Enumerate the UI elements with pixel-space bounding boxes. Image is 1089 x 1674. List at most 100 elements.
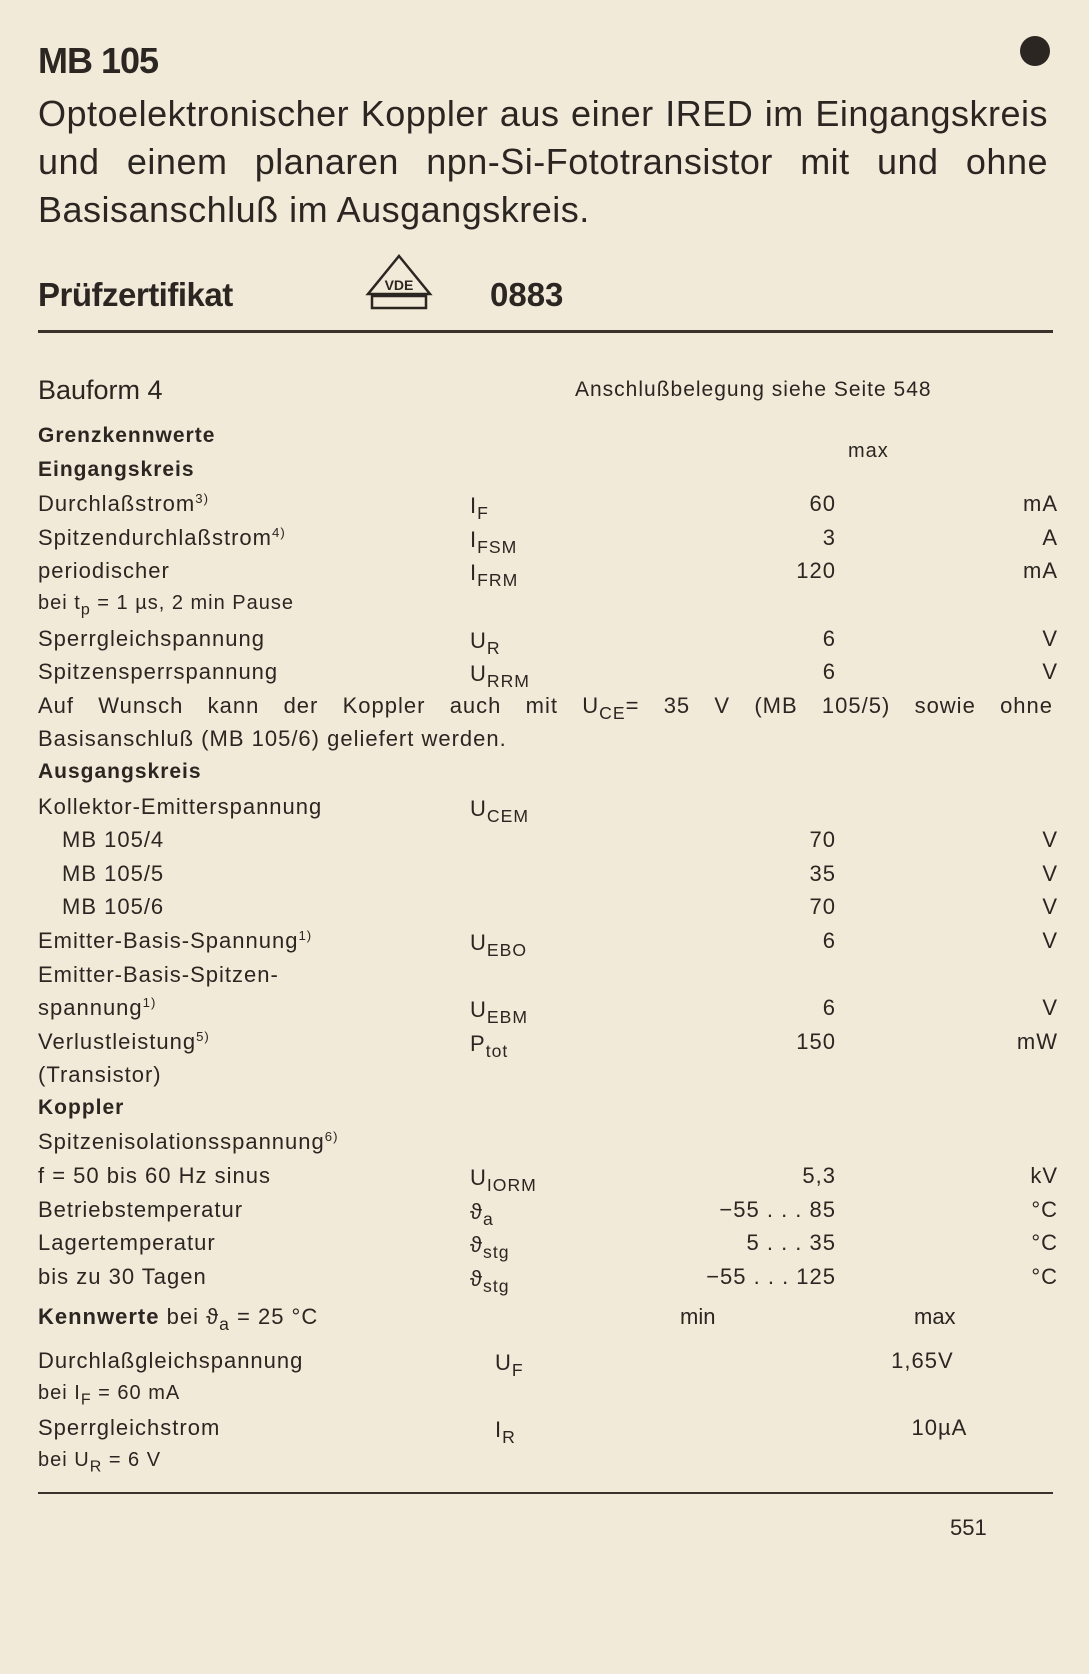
min-header: min bbox=[680, 1304, 716, 1329]
divider bbox=[38, 330, 1053, 333]
label-text: Durchlaßgleichspannung bbox=[38, 1348, 304, 1373]
value: 150 bbox=[796, 1028, 836, 1054]
label-subscript: F bbox=[80, 1391, 92, 1409]
row-label: bei UR = 6 V bbox=[38, 1449, 161, 1477]
label-text: bis zu 30 Tagen bbox=[38, 1263, 207, 1289]
symbol: IFRM bbox=[470, 560, 518, 591]
symbol: IFSM bbox=[470, 527, 517, 558]
symbol: UEBM bbox=[470, 997, 528, 1028]
value: 35 bbox=[809, 860, 836, 886]
symbol-subscript: EBO bbox=[486, 940, 528, 961]
table-row: Spitzenisolationsspannung6) bbox=[38, 1125, 1058, 1159]
label-subscript: p bbox=[80, 601, 91, 619]
row-label: spannung1) bbox=[38, 995, 156, 1021]
row-label: Lagertemperatur bbox=[38, 1230, 216, 1256]
row-label: Emitter-Basis-Spitzen- bbox=[38, 962, 279, 988]
max-header: max bbox=[914, 1304, 956, 1329]
label-text: MB 105/4 bbox=[62, 827, 165, 853]
symbol-subscript: IORM bbox=[486, 1175, 537, 1196]
label-text: bei U bbox=[38, 1448, 90, 1471]
footnote-ref: 5) bbox=[196, 1028, 210, 1044]
value: 5 . . . 35 bbox=[746, 1230, 836, 1256]
symbol-base: U bbox=[470, 661, 487, 687]
table-row: f = 50 bis 60 Hz sinus UIORM 5,3 kV bbox=[38, 1159, 1058, 1196]
table-row: Koppler bbox=[38, 1092, 1058, 1126]
symbol-base: U bbox=[470, 627, 487, 653]
label-text: Verlustleistung bbox=[38, 1028, 197, 1054]
row-label: Ausgangskreis bbox=[38, 760, 202, 784]
table-row: Betriebstemperatur ϑa −55 . . . 85 °C bbox=[38, 1193, 1058, 1230]
label-text: (Transistor) bbox=[38, 1062, 162, 1088]
symbol-base: I bbox=[470, 560, 478, 586]
description: Optoelektronischer Koppler aus einer IRE… bbox=[38, 93, 1048, 230]
label-text: Lagertemperatur bbox=[38, 1230, 216, 1256]
symbol-base: ϑ bbox=[470, 1265, 484, 1291]
row-label: Eingangskreis bbox=[38, 458, 195, 482]
value: 6 bbox=[822, 927, 836, 953]
table-row: Emitter-Basis-Spannung1) UEBO 6 V bbox=[38, 924, 1058, 961]
marker-dot-icon bbox=[1020, 36, 1050, 66]
vde-logo-text: VDE bbox=[385, 277, 414, 293]
row-label: MB 105/5 bbox=[62, 861, 164, 887]
label-text: Koppler bbox=[38, 1095, 125, 1119]
symbol: ϑa bbox=[470, 1199, 494, 1230]
symbol-base: U bbox=[470, 795, 487, 821]
value: 60 bbox=[809, 491, 836, 517]
unit: mA bbox=[1023, 491, 1058, 517]
symbol: UCEM bbox=[470, 796, 529, 827]
label-text: f = 50 bis 60 Hz sinus bbox=[38, 1163, 271, 1189]
table-row: Durchlaßstrom3) IF 60 mA bbox=[38, 487, 1058, 524]
table-row: Sperrgleichstrom IR 10 µA bbox=[38, 1411, 1058, 1447]
unit: kV bbox=[1030, 1163, 1058, 1189]
row-label: MB 105/6 bbox=[62, 894, 164, 920]
unit: V bbox=[1042, 659, 1058, 685]
unit: mA bbox=[1023, 558, 1058, 584]
label-text: MB 105/6 bbox=[62, 894, 165, 920]
value: 70 bbox=[809, 894, 836, 920]
unit: V bbox=[1042, 827, 1058, 853]
row-label: (Transistor) bbox=[38, 1062, 162, 1088]
label-text: spannung bbox=[38, 995, 143, 1021]
symbol-subscript: CEM bbox=[486, 805, 529, 826]
table-row: Basisanschluß (MB 105/6) geliefert werde… bbox=[38, 722, 1058, 756]
label-text-post: = 60 mA bbox=[91, 1381, 181, 1404]
row-label: Auf Wunsch kann der Koppler auch mit UCE… bbox=[38, 693, 1053, 724]
row-label: Grenzkennwerte bbox=[38, 424, 215, 448]
table-row: Spitzensperrspannung URRM 6 V bbox=[38, 655, 1058, 692]
table-row: Durchlaßgleichspannung UF 1,65 V bbox=[38, 1344, 1058, 1381]
symbol: IF bbox=[470, 493, 489, 524]
condition-sub: a bbox=[219, 1314, 230, 1335]
footnote-ref: 1) bbox=[298, 928, 313, 943]
symbol: URRM bbox=[470, 661, 530, 692]
value: 3 bbox=[822, 524, 836, 550]
table-row: (Transistor) bbox=[38, 1058, 1058, 1092]
table-row: Spitzendurchlaßstrom4) IFSM 3 A bbox=[38, 521, 1058, 558]
label-text: Spitzenisolationsspannung bbox=[38, 1129, 325, 1155]
label-text: MB 105/5 bbox=[62, 860, 165, 886]
symbol: UF bbox=[495, 1350, 524, 1381]
label-text: Eingangskreis bbox=[38, 457, 195, 481]
row-label: Koppler bbox=[38, 1096, 124, 1120]
footnote-ref: 4) bbox=[271, 524, 286, 540]
row-label: Durchlaßgleichspannung bbox=[38, 1348, 303, 1374]
symbol: Ptot bbox=[470, 1031, 508, 1062]
unit: V bbox=[1042, 927, 1058, 953]
characteristics-table: Kennwerte bei ϑa = 25 °C min max Durchla… bbox=[38, 1300, 1058, 1478]
footnote-ref: 1) bbox=[142, 995, 157, 1011]
row-label: Sperrgleichspannung bbox=[38, 626, 265, 652]
value: 6 bbox=[822, 625, 836, 651]
symbol-base: I bbox=[495, 1417, 503, 1443]
label-text: Betriebstemperatur bbox=[38, 1196, 244, 1222]
symbol-base: U bbox=[470, 1165, 487, 1191]
label-text: Spitzensperrspannung bbox=[38, 659, 279, 685]
symbol-subscript: a bbox=[483, 1208, 494, 1229]
table-row: bis zu 30 Tagen ϑstg −55 . . . 125 °C bbox=[38, 1260, 1058, 1296]
symbol-base: ϑ bbox=[470, 1198, 484, 1224]
unit: V bbox=[938, 1348, 954, 1373]
symbol-subscript: R bbox=[486, 637, 501, 658]
table-row: Lagertemperatur ϑstg 5 . . . 35 °C bbox=[38, 1226, 1058, 1262]
table-row: Emitter-Basis-Spitzen- bbox=[38, 958, 1058, 992]
label-text: periodischer bbox=[38, 558, 170, 584]
symbol-subscript: tot bbox=[485, 1040, 509, 1061]
table-row: Grenzkennwerte max bbox=[38, 420, 1058, 462]
